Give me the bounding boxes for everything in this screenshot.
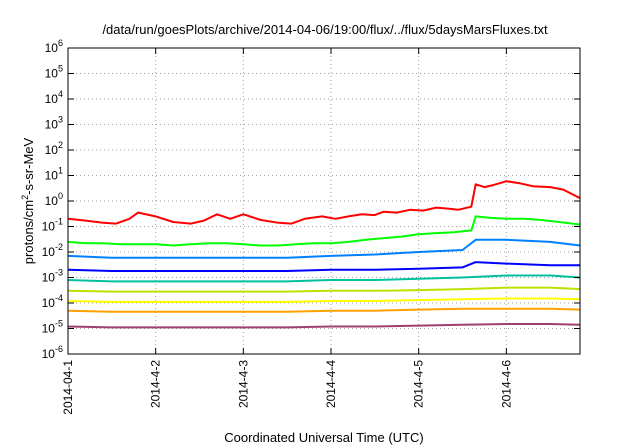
y-tick-label: 10-1 bbox=[42, 217, 63, 234]
y-tick-exp: -6 bbox=[55, 344, 63, 354]
y-tick-label: 101 bbox=[45, 166, 63, 183]
y-tick-base: 10 bbox=[42, 271, 56, 285]
series-line-6 bbox=[67, 286, 581, 293]
y-tick-exp: 1 bbox=[58, 166, 63, 176]
y-axis-label: protons/cm2-s-sr-MeV bbox=[20, 137, 36, 264]
series-line-5 bbox=[67, 274, 581, 283]
y-tick-label: 10-6 bbox=[42, 344, 63, 361]
y-tick-label: 103 bbox=[45, 115, 63, 132]
series-line-7 bbox=[67, 297, 581, 303]
y-tick-base: 10 bbox=[45, 67, 59, 81]
y-tick-exp: 3 bbox=[58, 115, 63, 125]
x-tick-label: 2014-4-5 bbox=[412, 360, 426, 408]
series-line-4 bbox=[67, 261, 580, 272]
x-tick-label: 2014-4-6 bbox=[499, 360, 513, 408]
y-tick-exp: 0 bbox=[58, 191, 63, 201]
y-tick-exp: -3 bbox=[55, 268, 63, 278]
y-tick-base: 10 bbox=[42, 220, 56, 234]
series-line-2 bbox=[67, 215, 581, 247]
series-line-3 bbox=[67, 238, 581, 259]
y-tick-base: 10 bbox=[42, 322, 56, 336]
y-tick-label: 10-2 bbox=[42, 242, 63, 259]
x-tick-label: 2014-4-3 bbox=[236, 360, 250, 408]
y-tick-exp: 2 bbox=[58, 140, 63, 150]
x-tick-label: 2014-4-4 bbox=[324, 360, 338, 408]
y-tick-base: 10 bbox=[42, 347, 56, 361]
y-tick-exp: -4 bbox=[55, 293, 63, 303]
y-tick-base: 10 bbox=[45, 143, 59, 157]
y-tick-exp: 6 bbox=[58, 38, 63, 48]
y-tick-exp: -5 bbox=[55, 319, 63, 329]
x-tick-label: 2014-04-1 bbox=[61, 360, 75, 415]
y-tick-base: 10 bbox=[42, 245, 56, 259]
y-tick-label: 100 bbox=[45, 191, 63, 208]
chart-title: /data/run/goesPlots/archive/2014-04-06/1… bbox=[102, 22, 548, 37]
y-tick-exp: 5 bbox=[58, 64, 63, 74]
grid bbox=[68, 48, 580, 354]
y-tick-base: 10 bbox=[45, 92, 59, 106]
y-tick-label: 105 bbox=[45, 64, 63, 81]
y-axis-label-prefix: protons/cm bbox=[21, 200, 36, 264]
series-group bbox=[67, 180, 581, 329]
y-tick-label: 106 bbox=[45, 38, 63, 55]
y-tick-label: 10-3 bbox=[42, 268, 63, 285]
series-line-8 bbox=[67, 307, 581, 313]
y-tick-label: 10-5 bbox=[42, 319, 63, 336]
y-tick-exp: 4 bbox=[58, 89, 63, 99]
y-tick-exp: -1 bbox=[55, 217, 63, 227]
x-axis-label: Coordinated Universal Time (UTC) bbox=[224, 430, 423, 445]
x-tick-label: 2014-4-2 bbox=[149, 360, 163, 408]
x-axis-ticks: 2014-04-1 2014-4-2 2014-4-3 2014-4-4 2014-4-… bbox=[61, 48, 513, 415]
y-tick-label: 10-4 bbox=[42, 293, 63, 310]
y-tick-base: 10 bbox=[45, 194, 59, 208]
y-tick-label: 102 bbox=[45, 140, 63, 157]
y-tick-base: 10 bbox=[45, 118, 59, 132]
y-axis-label-sup: 2 bbox=[20, 195, 30, 200]
y-tick-base: 10 bbox=[45, 169, 59, 183]
y-tick-base: 10 bbox=[42, 296, 56, 310]
series-line-9 bbox=[67, 323, 581, 329]
series-line-1 bbox=[67, 180, 581, 225]
y-tick-label: 104 bbox=[45, 89, 63, 106]
y-axis-label-suffix: -s-sr-MeV bbox=[21, 137, 36, 194]
y-tick-exp: -2 bbox=[55, 242, 63, 252]
y-tick-base: 10 bbox=[45, 41, 59, 55]
y-axis-ticks: 10-610-510-410-310-210-11001011021031041… bbox=[42, 38, 580, 361]
